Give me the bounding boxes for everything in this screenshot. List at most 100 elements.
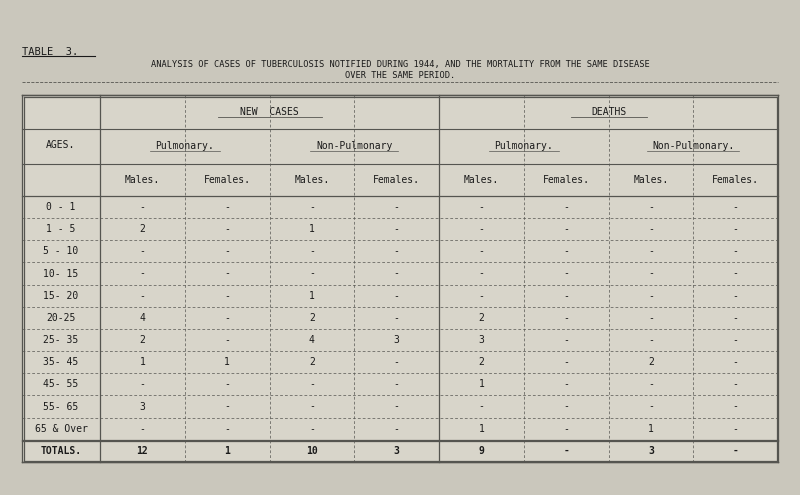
Text: -: - [733, 313, 738, 323]
Text: -: - [733, 401, 738, 411]
Text: -: - [648, 401, 654, 411]
Text: Females.: Females. [204, 175, 250, 185]
Text: -: - [733, 202, 738, 212]
Text: -: - [733, 424, 738, 434]
Text: 2: 2 [478, 313, 484, 323]
Text: -: - [224, 379, 230, 390]
Text: 15- 20: 15- 20 [43, 291, 78, 300]
Text: 45- 55: 45- 55 [43, 379, 78, 390]
Text: 20-25: 20-25 [46, 313, 76, 323]
Text: 3: 3 [394, 335, 399, 345]
Text: -: - [394, 424, 399, 434]
Text: -: - [648, 335, 654, 345]
Text: ANALYSIS OF CASES OF TUBERCULOSIS NOTIFIED DURING 1944, AND THE MORTALITY FROM T: ANALYSIS OF CASES OF TUBERCULOSIS NOTIFI… [150, 60, 650, 69]
Text: -: - [478, 224, 484, 234]
Text: 3: 3 [648, 446, 654, 456]
Text: -: - [648, 268, 654, 279]
Bar [22, 95, 778, 462]
Text: OVER THE SAME PERIOD.: OVER THE SAME PERIOD. [345, 71, 455, 81]
Text: 1: 1 [139, 357, 146, 367]
Text: -: - [309, 202, 315, 212]
Text: 3: 3 [394, 446, 399, 456]
Text: 1: 1 [478, 424, 484, 434]
Text: 2: 2 [309, 357, 315, 367]
Text: -: - [648, 247, 654, 256]
Text: Non-Pulmonary.: Non-Pulmonary. [652, 142, 734, 151]
Text: TABLE  3.: TABLE 3. [22, 47, 78, 57]
Text: -: - [394, 379, 399, 390]
Text: -: - [478, 401, 484, 411]
Text: -: - [394, 401, 399, 411]
Text: 1: 1 [309, 224, 315, 234]
Text: 2: 2 [648, 357, 654, 367]
Text: Males.: Males. [125, 175, 160, 185]
Text: -: - [394, 357, 399, 367]
Text: -: - [309, 424, 315, 434]
Text: -: - [563, 202, 569, 212]
Text: -: - [563, 291, 569, 300]
Text: -: - [733, 379, 738, 390]
Text: 65 & Over: 65 & Over [34, 424, 87, 434]
Text: -: - [139, 247, 146, 256]
Text: -: - [224, 313, 230, 323]
Text: -: - [139, 202, 146, 212]
Text: -: - [733, 357, 738, 367]
Text: -: - [309, 379, 315, 390]
Text: 1: 1 [224, 446, 230, 456]
Text: Females.: Females. [712, 175, 759, 185]
Text: NEW  CASES: NEW CASES [240, 107, 299, 117]
Text: 25- 35: 25- 35 [43, 335, 78, 345]
Text: Pulmonary.: Pulmonary. [155, 142, 214, 151]
Text: -: - [224, 224, 230, 234]
Text: 1: 1 [309, 291, 315, 300]
Text: -: - [309, 247, 315, 256]
Text: -: - [139, 424, 146, 434]
Text: Males.: Males. [634, 175, 669, 185]
Text: -: - [648, 202, 654, 212]
Text: 1: 1 [224, 357, 230, 367]
Text: -: - [224, 202, 230, 212]
Text: -: - [139, 379, 146, 390]
Text: -: - [309, 268, 315, 279]
Text: -: - [563, 224, 569, 234]
Text: 55- 65: 55- 65 [43, 401, 78, 411]
Text: 3: 3 [478, 335, 484, 345]
Text: DEATHS: DEATHS [591, 107, 626, 117]
Text: -: - [733, 335, 738, 345]
Text: Pulmonary.: Pulmonary. [494, 142, 553, 151]
Text: -: - [563, 401, 569, 411]
Text: 3: 3 [139, 401, 146, 411]
Text: Females.: Females. [373, 175, 420, 185]
Text: -: - [224, 247, 230, 256]
Text: TOTALS.: TOTALS. [41, 446, 82, 456]
Text: -: - [478, 202, 484, 212]
Text: 2: 2 [139, 224, 146, 234]
Text: 5 - 10: 5 - 10 [43, 247, 78, 256]
Text: 1: 1 [478, 379, 484, 390]
Text: -: - [563, 446, 569, 456]
Text: -: - [563, 424, 569, 434]
Text: -: - [478, 268, 484, 279]
Text: Non-Pulmonary: Non-Pulmonary [316, 142, 393, 151]
Text: -: - [563, 357, 569, 367]
Text: -: - [394, 202, 399, 212]
Text: -: - [478, 291, 484, 300]
Text: 9: 9 [478, 446, 484, 456]
Text: -: - [309, 401, 315, 411]
Text: -: - [478, 247, 484, 256]
Text: -: - [394, 268, 399, 279]
Text: 2: 2 [478, 357, 484, 367]
Text: -: - [733, 291, 738, 300]
Text: -: - [224, 401, 230, 411]
Text: -: - [563, 247, 569, 256]
Text: -: - [733, 224, 738, 234]
Text: -: - [648, 379, 654, 390]
Text: -: - [394, 247, 399, 256]
Text: -: - [648, 313, 654, 323]
Text: -: - [563, 335, 569, 345]
Text: -: - [139, 268, 146, 279]
Text: -: - [224, 291, 230, 300]
Text: 2: 2 [139, 335, 146, 345]
Text: -: - [733, 268, 738, 279]
Text: 10- 15: 10- 15 [43, 268, 78, 279]
